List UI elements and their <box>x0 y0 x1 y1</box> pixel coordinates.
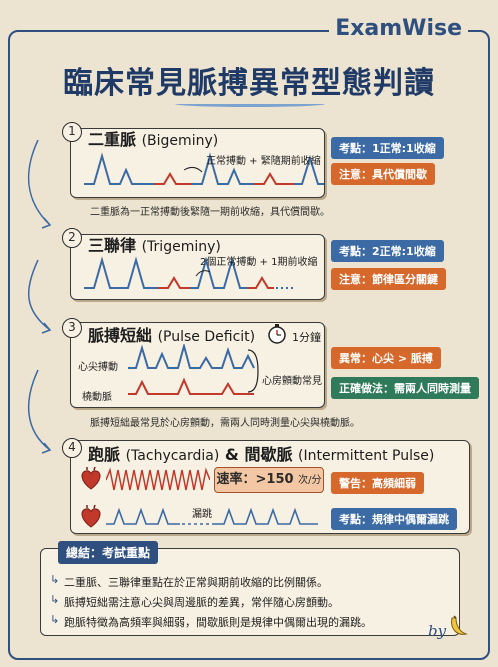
apical-waveform <box>128 344 255 369</box>
intermittent-exam-tag: 考點：規律中偶爾漏跳 <box>331 508 457 530</box>
rate-box: 速率：>150 次/分 <box>214 467 324 493</box>
bigeminy-note-tag: 注意：具代償間歇 <box>331 163 435 185</box>
pulse-deficit-method-tag: 正確做法：需兩人同時測量 <box>331 377 479 399</box>
section-number: 3 <box>62 318 82 338</box>
page-frame <box>8 30 490 660</box>
pulse-deficit-title: 脈搏短絀 (Pulse Deficit) <box>88 322 255 346</box>
bigeminy-annotation: 正常搏動 + 緊隨期前收縮 <box>206 156 321 167</box>
brand-logo: ExamWise <box>329 16 468 41</box>
title-underline <box>175 101 325 107</box>
bigeminy-description: 二重脈為一正常搏動後緊隨一期前收縮，具代償間歇。 <box>90 207 330 218</box>
pulse-deficit-title-zh: 脈搏短絀 <box>88 326 153 345</box>
bigeminy-title-en: (Bigeminy) <box>141 133 219 149</box>
pulse-deficit-abnormal-tag: 異常：心尖 > 脈搏 <box>331 347 441 369</box>
summary-item: 跑脈特徵為高頻率與細弱，間歇脈則是規律中偶爾出現的漏跳。 <box>64 616 372 629</box>
summary-bullet-icon: ↳ <box>50 593 60 606</box>
page-title: 臨床常見脈搏異常型態判讀 <box>63 66 435 101</box>
bracket-icon <box>247 349 259 393</box>
section-number: 4 <box>62 438 82 458</box>
tachycardia-waveform <box>106 467 210 491</box>
stopwatch-icon <box>268 324 286 344</box>
trigeminy-exam-tag: 考點：2正常:1收縮 <box>331 240 444 262</box>
bigeminy-exam-tag: 考點：1正常:1收縮 <box>331 137 444 159</box>
summary-item: 二重脈、三聯律重點在於正常與期前收縮的比例關係。 <box>64 576 328 589</box>
trigeminy-annotation: 2個正常搏動 + 1期前收縮 <box>200 257 318 268</box>
apical-label: 心尖搏動 <box>78 362 118 373</box>
pulse-deficit-description: 脈搏短絀最常見於心房顫動，需兩人同時測量心尖與橈動脈。 <box>90 418 360 429</box>
radial-waveform <box>128 377 254 395</box>
trigeminy-title-en: (Trigeminy) <box>141 239 221 255</box>
summary-bullet-icon: ↳ <box>50 573 60 586</box>
trigeminy-title-zh: 三聯律 <box>88 236 137 255</box>
title-ampersand: & <box>224 445 239 464</box>
summary-bullet-icon: ↳ <box>50 613 60 626</box>
tachycardia-title-zh: 跑脈 <box>88 445 121 464</box>
trigeminy-note-tag: 注意：節律區分關鍵 <box>331 268 446 290</box>
summary-title: 總結：考試重點 <box>58 541 159 564</box>
timer-label: 1分鐘 <box>292 331 321 344</box>
intermittent-waveform <box>106 507 318 525</box>
intermittent-title-zh: 間歇脈 <box>244 445 293 464</box>
rate-unit: 次/分 <box>298 475 322 486</box>
summary-item: 脈搏短絀需注意心尖與周邊脈的差異，常伴隨心房顫動。 <box>64 596 339 609</box>
section-number: 2 <box>62 228 82 248</box>
bigeminy-title: 二重脈 (Bigeminy) <box>88 126 218 150</box>
banana-icon <box>451 615 468 635</box>
pulse-deficit-title-en: (Pulse Deficit) <box>157 329 256 345</box>
tachycardia-title: 跑脈 (Tachycardia) & 間歇脈 (Intermittent Pul… <box>88 441 434 465</box>
bigeminy-title-zh: 二重脈 <box>88 130 137 149</box>
pulse-deficit-annotation: 心房顫動常見 <box>262 376 322 387</box>
signature: by <box>428 622 447 640</box>
skip-label: 漏跳 <box>192 509 212 520</box>
tachycardia-title-en: (Tachycardia) <box>125 448 220 464</box>
trigeminy-title: 三聯律 (Trigeminy) <box>88 232 221 256</box>
section-number: 1 <box>62 122 82 142</box>
intermittent-title-en: (Intermittent Pulse) <box>298 448 435 464</box>
heart-icon <box>81 466 101 490</box>
rate-value: 速率：>150 <box>216 472 294 487</box>
heart-icon <box>81 504 101 528</box>
bigeminy-waveform <box>84 152 324 185</box>
flow-arrow <box>27 140 52 454</box>
trigeminy-waveform <box>84 256 294 289</box>
bigeminy-card <box>70 128 325 198</box>
tachycardia-warning-tag: 警告：高頻細弱 <box>331 472 424 494</box>
radial-label: 橈動脈 <box>82 392 112 403</box>
